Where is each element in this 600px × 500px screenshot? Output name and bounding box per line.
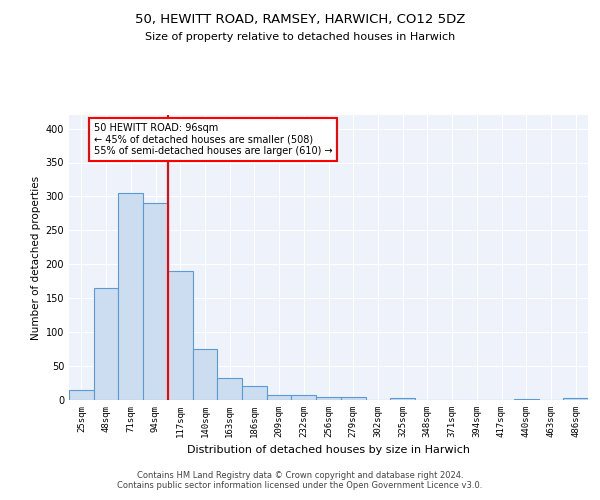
Y-axis label: Number of detached properties: Number of detached properties	[31, 176, 41, 340]
Bar	[341, 396, 365, 400]
Text: 50 HEWITT ROAD: 96sqm
← 45% of detached houses are smaller (508)
55% of semi-det: 50 HEWITT ROAD: 96sqm ← 45% of detached …	[94, 123, 332, 156]
Bar	[143, 203, 168, 400]
Text: 50, HEWITT ROAD, RAMSEY, HARWICH, CO12 5DZ: 50, HEWITT ROAD, RAMSEY, HARWICH, CO12 5…	[135, 12, 465, 26]
Bar	[242, 386, 267, 400]
Text: Size of property relative to detached houses in Harwich: Size of property relative to detached ho…	[145, 32, 455, 42]
Bar	[94, 288, 118, 400]
Bar	[69, 390, 94, 400]
Bar	[267, 394, 292, 400]
X-axis label: Distribution of detached houses by size in Harwich: Distribution of detached houses by size …	[187, 446, 470, 456]
Bar	[316, 396, 341, 400]
Bar	[390, 398, 415, 400]
Bar	[168, 271, 193, 400]
Bar	[514, 398, 539, 400]
Bar	[193, 349, 217, 400]
Bar	[118, 193, 143, 400]
Bar	[292, 394, 316, 400]
Bar	[563, 398, 588, 400]
Bar	[217, 378, 242, 400]
Text: Contains HM Land Registry data © Crown copyright and database right 2024.
Contai: Contains HM Land Registry data © Crown c…	[118, 470, 482, 490]
